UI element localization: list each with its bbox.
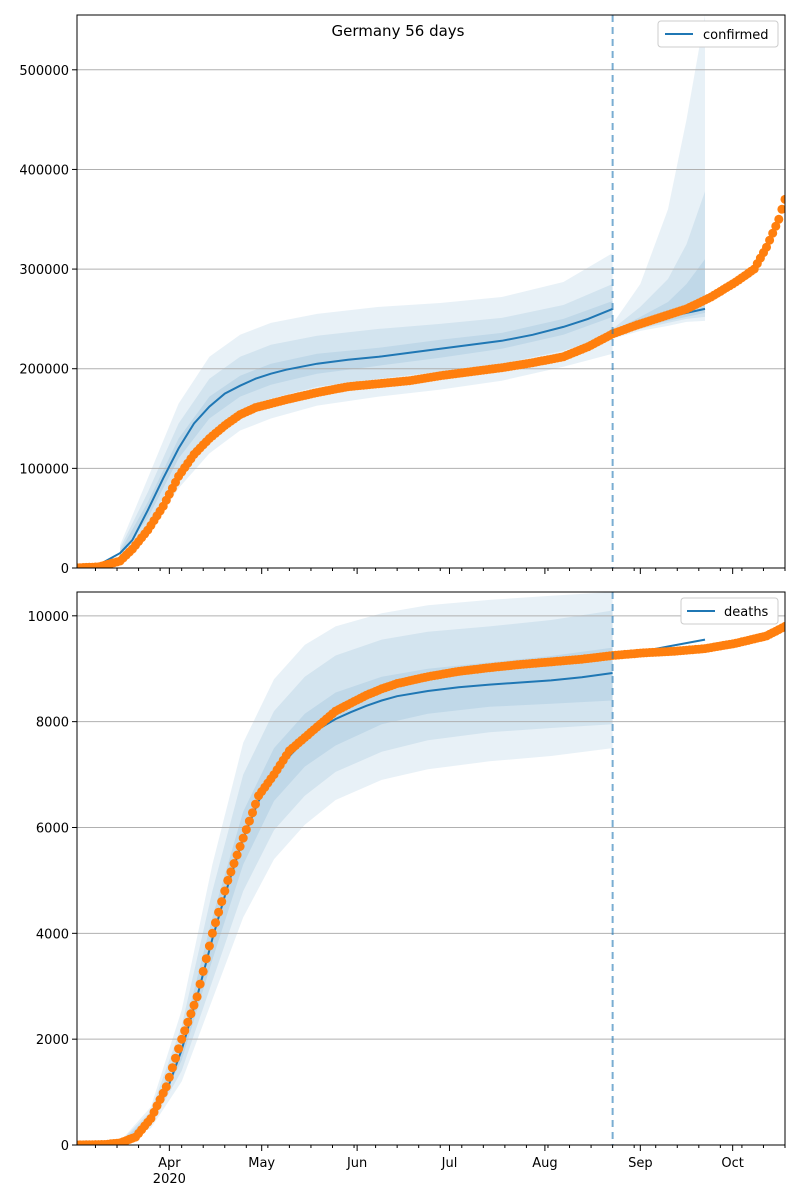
legend: confirmed: [657, 20, 779, 48]
x-tick-label: May: [248, 1156, 275, 1171]
plot-frame: [76, 591, 786, 1146]
plot-frame: [76, 14, 786, 569]
fit-line: [77, 307, 613, 568]
x-tick-label: 2020: [153, 1172, 186, 1187]
data-point: [217, 897, 227, 907]
legend-label: deaths: [724, 605, 769, 620]
data-point: [780, 621, 785, 631]
chart-title: Germany 56 days: [332, 22, 465, 40]
data-point: [768, 228, 778, 238]
data-point: [201, 954, 211, 964]
x-tick-label: Sep: [628, 1156, 653, 1171]
y-tick-label: 2000: [36, 1033, 69, 1048]
y-tick-label: 300000: [19, 263, 69, 278]
y-tick-label: 4000: [36, 927, 69, 942]
data-point: [171, 1053, 180, 1063]
data-point: [771, 221, 781, 231]
data-point: [241, 825, 251, 835]
y-tick-label: 8000: [36, 716, 69, 731]
confirmed-panel: 0 100000 200000 300000 400000 500000 Germany …: [19, 14, 786, 577]
data-point: [232, 850, 242, 860]
confidence-band: [612, 259, 705, 335]
data-point: [220, 886, 230, 896]
y-tick-label: 10000: [28, 610, 69, 625]
x-tick-label: Jun: [346, 1156, 367, 1171]
data-point: [183, 1017, 193, 1027]
data-point: [214, 907, 224, 917]
legend-box: [680, 597, 779, 625]
data-point: [774, 214, 784, 224]
data-point: [762, 242, 771, 252]
x-tick-label: Apr: [158, 1156, 181, 1171]
y-tick-label: 500000: [19, 64, 69, 79]
y-tick-label: 0: [61, 1139, 69, 1154]
legend-box: [657, 20, 779, 48]
data-point: [161, 1082, 171, 1092]
confidence-band: [120, 647, 613, 1143]
data-point: [174, 1044, 184, 1054]
data-point: [244, 816, 254, 826]
x-tick-label: Oct: [721, 1156, 743, 1171]
confidence-band: [120, 592, 613, 1144]
data-point: [226, 867, 236, 877]
data-point: [177, 1034, 187, 1044]
x-tick-label: Jul: [441, 1156, 458, 1171]
y-tick-label: 100000: [19, 462, 69, 477]
data-point: [235, 842, 245, 851]
data-point: [238, 833, 248, 843]
data-point: [180, 1026, 190, 1036]
data-point: [192, 992, 202, 1002]
confidence-band: [612, 15, 705, 339]
y-tick-label: 400000: [19, 163, 69, 178]
x-tick-label: Aug: [532, 1156, 557, 1171]
data-point: [164, 1072, 174, 1082]
data-point: [204, 941, 214, 951]
confidence-band: [120, 284, 613, 557]
data-point: [167, 1063, 177, 1073]
data-point: [765, 235, 775, 245]
data-point: [207, 928, 217, 938]
data-point: [248, 808, 257, 818]
data-point: [223, 875, 233, 885]
confidence-band: [120, 253, 613, 559]
data-point: [777, 204, 785, 214]
data-point: [189, 1000, 199, 1010]
data-point: [186, 1009, 196, 1019]
data-point: [211, 918, 220, 928]
data-point: [198, 966, 208, 976]
legend: deaths: [680, 597, 779, 625]
y-tick-label: 0: [61, 562, 69, 577]
y-tick-label: 6000: [36, 821, 69, 836]
data-point: [780, 194, 785, 204]
data-point: [229, 859, 239, 868]
confidence-band: [612, 191, 705, 337]
data-point: [195, 979, 205, 989]
legend-label: confirmed: [703, 28, 769, 43]
y-tick-label: 200000: [19, 363, 69, 378]
data-point: [251, 799, 260, 809]
